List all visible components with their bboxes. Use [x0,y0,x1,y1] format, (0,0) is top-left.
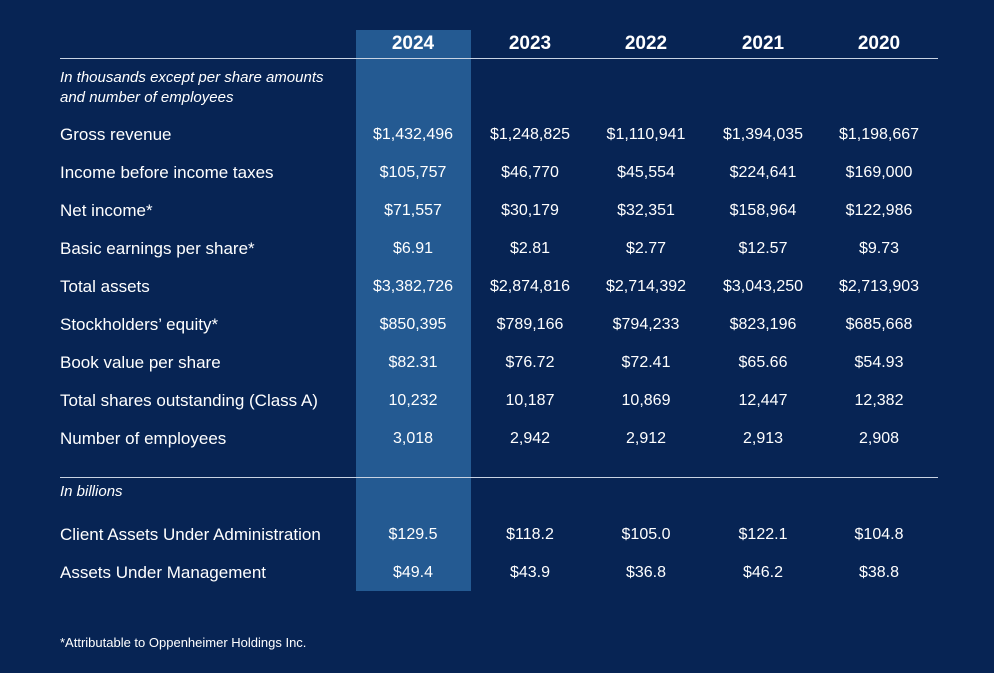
value-cell: $1,110,941 [606,126,686,143]
value-cell: $3,043,250 [722,278,804,295]
value-cell: $2.77 [625,240,667,257]
value-cell: 10,232 [388,392,438,409]
value-cell: 12,447 [738,392,788,409]
value-cell: $54.93 [854,354,904,371]
value-cell: $1,248,825 [489,126,571,143]
value-cell: $122,986 [845,202,913,219]
value-cell: $46,770 [501,164,559,181]
value-cell: $76.72 [505,354,555,371]
value-cell: $43.9 [509,564,551,581]
value-cell: $49.4 [392,564,434,581]
value-cell: $71,557 [384,202,442,219]
value-cell: 2,942 [509,430,551,447]
row-label: Total shares outstanding (Class A) [60,391,318,410]
value-cell: $169,000 [845,164,913,181]
rule [60,58,938,59]
value-cell: $105.0 [621,526,671,543]
value-cell: $9.73 [858,240,900,257]
value-cell: $2,714,392 [605,278,687,295]
section-note: In thousands except per share amounts an… [60,69,324,106]
value-cell: $105,757 [379,164,447,181]
value-cell: $45,554 [617,164,675,181]
value-cell: $118.2 [506,526,554,543]
value-cell: $2,874,816 [489,278,571,295]
value-cell: 2,913 [742,430,784,447]
value-cell: $1,198,667 [838,126,920,143]
value-cell: $104.8 [854,526,904,543]
row-label: Net income* [60,201,153,220]
highlight-column [356,30,471,591]
row-label: Number of employees [60,429,227,448]
value-cell: 3,018 [392,430,434,447]
year-header: 2023 [508,33,552,54]
value-cell: 2,908 [858,430,900,447]
footnote: *Attributable to Oppenheimer Holdings In… [60,635,307,650]
row-label: Basic earnings per share* [60,239,255,258]
value-cell: 10,187 [505,392,555,409]
section-note: In billions [60,483,123,500]
value-cell: $38.8 [858,564,900,581]
year-header: 2022 [624,33,668,54]
row-label: Assets Under Management [60,563,266,582]
year-header: 2020 [857,33,901,54]
value-cell: $72.41 [621,354,671,371]
value-cell: $1,432,496 [372,126,454,143]
value-cell: $30,179 [501,202,559,219]
rule [60,477,938,478]
value-cell: $12.57 [738,240,788,257]
value-cell: 12,382 [854,392,904,409]
row-label: Client Assets Under Administration [60,525,321,544]
row-label: Gross revenue [60,125,172,144]
row-label: Income before income taxes [60,163,274,182]
value-cell: $36.8 [625,564,667,581]
value-cell: $82.31 [388,354,438,371]
value-cell: $1,394,035 [722,126,804,143]
value-cell: $685,668 [845,316,913,333]
row-label: Total assets [60,277,150,296]
value-cell: $129.5 [388,526,438,543]
value-cell: $2,713,903 [838,278,920,295]
value-cell: $65.66 [738,354,788,371]
value-cell: $32,351 [617,202,675,219]
value-cell: $3,382,726 [372,278,454,295]
year-header: 2024 [391,33,435,54]
value-cell: $158,964 [729,202,797,219]
value-cell: $794,233 [612,316,680,333]
value-cell: $850,395 [379,316,447,333]
value-cell: $6.91 [392,240,434,257]
row-label: Book value per share [60,353,221,372]
value-cell: $823,196 [729,316,797,333]
value-cell: $46.2 [742,564,784,581]
value-cell: 2,912 [625,430,667,447]
value-cell: $224,641 [729,164,797,181]
year-header: 2021 [741,33,785,54]
row-label: Stockholders’ equity* [60,315,219,334]
value-cell: $122.1 [738,526,788,543]
value-cell: $789,166 [496,316,564,333]
value-cell: 10,869 [621,392,671,409]
value-cell: $2.81 [509,240,551,257]
